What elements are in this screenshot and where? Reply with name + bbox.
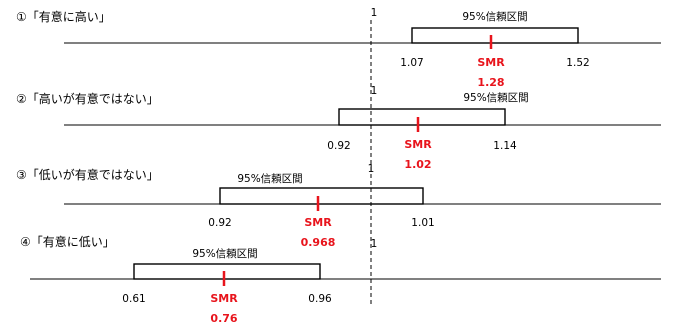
panel-2-reference-label: 1 <box>371 85 378 97</box>
panel-1-smr-label: SMR <box>477 56 505 69</box>
panel-4-reference-label: 1 <box>371 238 378 250</box>
panel-1-lower-label: 1.07 <box>400 57 423 69</box>
panel-1-upper-label: 1.52 <box>566 57 589 69</box>
panel-3-lower-label: 0.92 <box>208 217 231 229</box>
panel-1-ci-label: 95%信頼区間 <box>462 11 527 23</box>
panel-1-title: ①「有意に高い」 <box>16 9 111 24</box>
panel-4-smr-value: 0.76 <box>210 312 237 325</box>
panel-1: ①「有意に高い」 1 95%信頼区間 1.07 1.52 SMR 1.28 <box>16 7 661 89</box>
panel-2: ②「高いが有意ではない」 1 95%信頼区間 0.92 1.14 SMR 1.0… <box>16 85 661 171</box>
panel-4-upper-label: 0.96 <box>308 293 332 305</box>
panel-3-smr-label: SMR <box>304 216 332 229</box>
panel-4-ci-box <box>133 263 321 280</box>
panel-3-upper-label: 1.01 <box>411 217 434 229</box>
panel-4-title: ④「有意に低い」 <box>20 234 115 249</box>
panel-2-title: ②「高いが有意ではない」 <box>16 91 159 106</box>
panel-1-reference-label: 1 <box>371 7 378 19</box>
panel-1-ci-box <box>411 27 579 44</box>
panel-3: ③「低いが有意ではない」 1 95%信頼区間 0.92 1.01 SMR 0.9… <box>16 163 661 249</box>
panel-2-smr-value: 1.02 <box>404 158 431 171</box>
panel-2-ci-label: 95%信頼区間 <box>463 92 528 104</box>
panel-4: ④「有意に低い」 1 95%信頼区間 0.61 0.96 SMR 0.76 <box>20 234 661 325</box>
panel-4-lower-label: 0.61 <box>122 293 145 305</box>
panel-4-ci-label: 95%信頼区間 <box>192 248 257 260</box>
panel-3-ci-label: 95%信頼区間 <box>237 173 302 185</box>
panel-3-title: ③「低いが有意ではない」 <box>16 167 159 182</box>
panel-2-smr-label: SMR <box>404 138 432 151</box>
panel-2-upper-label: 1.14 <box>493 140 517 152</box>
panel-2-lower-label: 0.92 <box>327 140 350 152</box>
panel-3-ci-box <box>219 187 424 205</box>
panel-4-smr-label: SMR <box>210 292 238 305</box>
panel-3-reference-label: 1 <box>368 163 375 175</box>
panel-3-smr-value: 0.968 <box>301 236 336 249</box>
panel-1-smr-value: 1.28 <box>477 76 504 89</box>
panel-2-ci-box <box>338 108 506 126</box>
